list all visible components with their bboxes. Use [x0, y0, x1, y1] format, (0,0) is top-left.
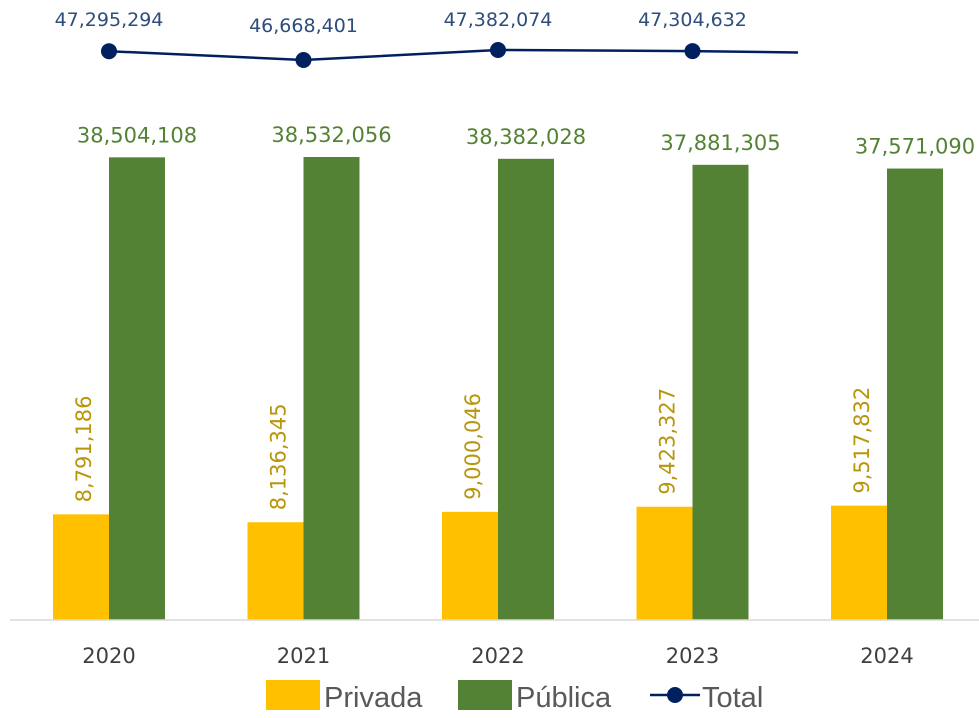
- legend-marker-total: [667, 687, 683, 703]
- bar-privada-2022: [442, 511, 498, 620]
- legend-swatch-privada: [266, 680, 320, 710]
- x-tick-2024: 2024: [860, 644, 913, 668]
- bar-publica-2024: [887, 168, 943, 620]
- x-tick-labels: 2020 2021 2022 2023 2024: [82, 644, 913, 668]
- data-label-publica-2021: 38,532,056: [271, 123, 391, 147]
- data-label-publica-2020: 38,504,108: [77, 123, 197, 147]
- bar-publica-2020: [109, 157, 165, 620]
- data-label-total-2022: 47,382,074: [444, 9, 553, 31]
- bar-privada-2021: [247, 522, 304, 620]
- data-label-publica-2024: 37,571,090: [855, 135, 975, 159]
- data-label-privada-2020: 8,791,186: [72, 395, 96, 502]
- total-marker-2022: [490, 42, 506, 58]
- data-label-privada-2023: 9,423,327: [656, 388, 680, 495]
- total-marker-2020: [101, 43, 117, 60]
- legend-swatch-publica: [458, 680, 512, 710]
- total-marker-2021: [295, 52, 312, 68]
- legend-label-total: Total: [702, 682, 763, 714]
- data-label-publica-2023: 37,881,305: [660, 131, 780, 155]
- x-tick-2021: 2021: [277, 644, 330, 668]
- data-label-privada-2021: 8,136,345: [267, 403, 291, 510]
- data-label-total-2023: 47,304,632: [638, 9, 747, 31]
- data-label-total-2021: 46,668,401: [249, 15, 358, 37]
- bar-privada-2020: [53, 514, 109, 620]
- legend: Privada Pública Total: [266, 680, 763, 714]
- x-tick-2023: 2023: [666, 644, 719, 668]
- bar-publica-2023: [692, 164, 749, 620]
- data-label-privada-2022: 9,000,046: [461, 393, 485, 500]
- bar-privada-2023: [636, 506, 693, 620]
- bars-layer: 8,791,186 38,504,108 8,136,345 38,532,056 9,…: [53, 123, 975, 620]
- data-label-total-2020: 47,295,294: [55, 9, 164, 31]
- bar-publica-2022: [498, 158, 554, 620]
- bar-publica-2021: [303, 157, 360, 620]
- x-tick-2022: 2022: [471, 644, 524, 668]
- x-tick-2020: 2020: [82, 644, 135, 668]
- total-line-layer: 47,295,294 46,668,401 47,382,074 47,304,632: [55, 9, 799, 68]
- legend-label-publica: Pública: [516, 682, 612, 714]
- total-marker-2023: [684, 43, 701, 60]
- data-label-publica-2022: 38,382,028: [466, 125, 586, 149]
- legend-label-privada: Privada: [324, 682, 423, 714]
- data-label-privada-2024: 9,517,832: [850, 387, 874, 494]
- bar-privada-2024: [831, 505, 887, 620]
